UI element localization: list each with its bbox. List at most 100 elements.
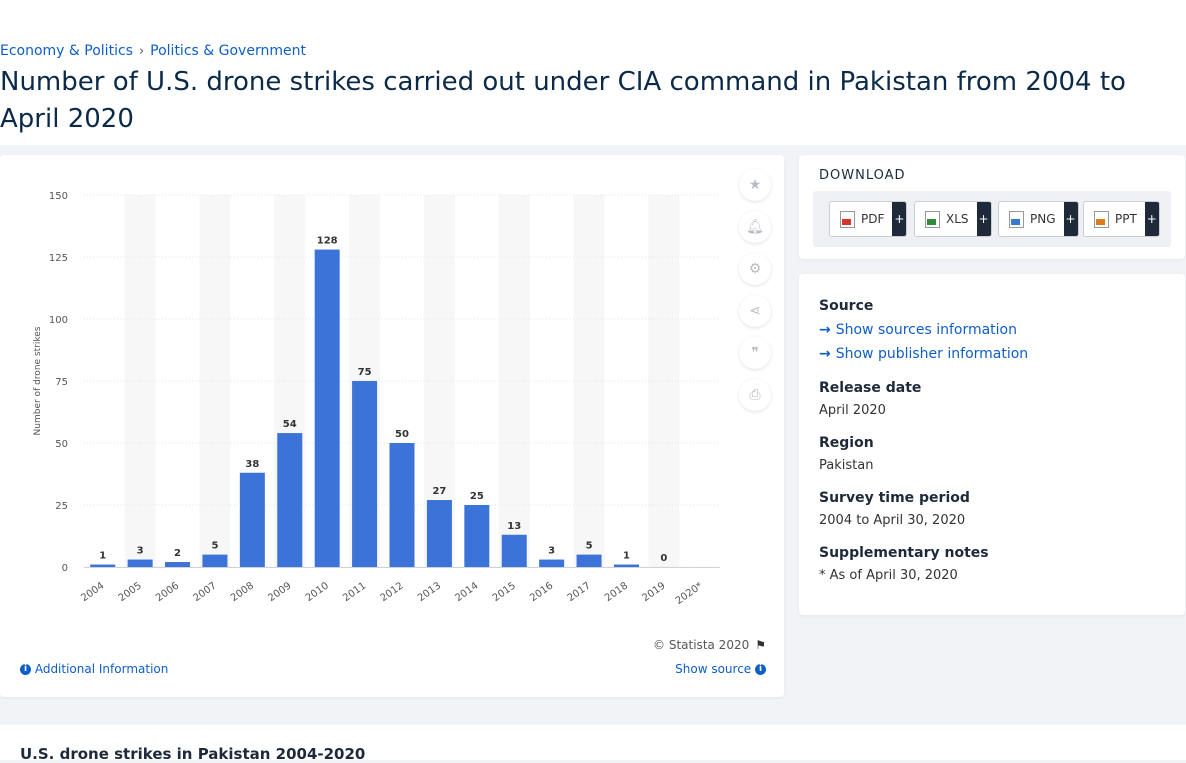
download-pdf-label: PDF xyxy=(861,212,885,226)
pdf-file-icon xyxy=(840,210,855,228)
show-publisher-link[interactable]: → Show publisher information xyxy=(819,346,1028,362)
release-date-heading: Release date xyxy=(819,380,922,396)
column-shade xyxy=(573,195,605,567)
xls-file-icon xyxy=(925,210,940,228)
bar xyxy=(539,559,565,567)
data-label: 5 xyxy=(586,541,593,552)
share-icon: ⋖ xyxy=(749,303,761,319)
download-xls-label: XLS xyxy=(946,212,969,226)
arrow-right-icon: → xyxy=(819,322,831,338)
favorite-button[interactable]: ★ xyxy=(739,169,771,201)
y-axis-label: Number of drone strikes xyxy=(33,326,43,435)
share-button[interactable]: ⋖ xyxy=(739,295,771,327)
survey-period-heading: Survey time period xyxy=(819,490,970,506)
download-bar: PDF + XLS + PNG + PPT + xyxy=(813,191,1171,247)
data-label: 128 xyxy=(317,236,338,247)
data-label: 50 xyxy=(395,429,409,440)
breadcrumb-item-economy[interactable]: Economy & Politics xyxy=(0,43,133,59)
x-tick-label: 2007 xyxy=(192,580,219,604)
region-value: Pakistan xyxy=(819,458,874,473)
info-icon: i xyxy=(20,664,31,675)
related-section: U.S. drone strikes in Pakistan 2004-2020 xyxy=(0,725,1186,763)
data-label: 38 xyxy=(245,459,259,470)
bar xyxy=(464,505,490,567)
x-tick-label: 2006 xyxy=(154,580,181,604)
bar xyxy=(501,534,527,567)
x-tick-label: 2008 xyxy=(229,580,256,604)
cite-button[interactable]: ❞ xyxy=(739,337,771,369)
download-ppt-label: PPT xyxy=(1115,212,1137,226)
bar xyxy=(389,443,415,567)
flag-icon[interactable]: ⚑ xyxy=(755,638,766,652)
show-source-link[interactable]: Show source i xyxy=(675,662,766,676)
plus-icon: + xyxy=(976,202,991,236)
column-shade xyxy=(498,195,530,567)
print-icon: ⎙ xyxy=(749,387,761,403)
settings-button[interactable]: ⚙ xyxy=(739,253,771,285)
data-label: 27 xyxy=(432,486,446,497)
additional-info-label: Additional Information xyxy=(34,662,169,676)
gear-icon: ⚙ xyxy=(748,261,762,277)
print-button[interactable]: ⎙ xyxy=(739,379,771,411)
x-tick-label: 2005 xyxy=(117,580,144,604)
x-tick-label: 2014 xyxy=(453,580,480,604)
data-label: 25 xyxy=(470,491,484,502)
x-tick-label: 2004 xyxy=(79,580,106,604)
y-tick-label: 50 xyxy=(55,439,68,450)
x-tick-label: 2010 xyxy=(304,580,331,604)
y-tick-label: 75 xyxy=(55,377,68,388)
data-label: 0 xyxy=(660,553,667,564)
x-tick-label: 2009 xyxy=(266,580,293,604)
x-tick-label: 2013 xyxy=(416,580,443,604)
x-tick-label: 2016 xyxy=(528,580,555,604)
additional-info-link[interactable]: i Additional Information xyxy=(20,662,168,676)
ppt-file-icon xyxy=(1094,210,1109,228)
bar xyxy=(127,559,153,567)
quote-icon: ❞ xyxy=(751,345,759,361)
data-label: 5 xyxy=(211,541,218,552)
header-area: Economy & Politics › Politics & Government… xyxy=(0,0,1186,145)
release-date-value: April 2020 xyxy=(819,403,886,418)
y-tick-label: 0 xyxy=(62,563,68,574)
supplementary-notes-value: * As of April 30, 2020 xyxy=(819,568,958,583)
region-heading: Region xyxy=(819,435,874,451)
source-heading: Source xyxy=(819,298,874,314)
breadcrumb-separator: › xyxy=(138,43,145,59)
chart-card: 0 25 50 75 100 125 150 1 2004 3 2005 2 2006 5 2007 38 20… xyxy=(0,155,784,697)
related-title: U.S. drone strikes in Pakistan 2004-2020 xyxy=(20,745,366,763)
download-pdf-button[interactable]: PDF + xyxy=(829,201,908,237)
download-xls-button[interactable]: XLS + xyxy=(914,201,992,237)
data-label: 1 xyxy=(623,551,630,562)
chart-tools: ★ 🔔︎ ⚙ ⋖ ❞ ⎙ xyxy=(739,169,771,421)
x-tick-label: 2018 xyxy=(603,580,630,604)
y-tick-label: 25 xyxy=(55,501,68,512)
bar xyxy=(165,562,191,567)
x-tick-label: 2020* xyxy=(674,580,705,606)
y-tick-label: 125 xyxy=(49,253,68,264)
notify-button[interactable]: 🔔︎ xyxy=(739,211,771,243)
copyright: © Statista 2020 ⚑ xyxy=(653,638,766,652)
show-publisher-label: Show publisher information xyxy=(835,346,1029,362)
bar xyxy=(277,433,303,567)
download-ppt-button[interactable]: PPT + xyxy=(1083,201,1160,237)
plus-icon: + xyxy=(892,202,907,236)
download-title: DOWNLOAD xyxy=(819,168,906,183)
download-card: DOWNLOAD PDF + XLS + PNG + PPT + xyxy=(799,155,1185,259)
x-tick-label: 2017 xyxy=(566,580,593,604)
plus-icon: + xyxy=(1144,202,1159,236)
x-tick-label: 2011 xyxy=(341,580,368,604)
bar-chart: 0255075100125150120043200522006520073820… xyxy=(33,191,720,607)
show-sources-link[interactable]: → Show sources information xyxy=(819,322,1017,338)
bar xyxy=(239,472,265,567)
png-file-icon xyxy=(1009,210,1024,228)
page-title: Number of U.S. drone strikes carried out… xyxy=(0,67,1126,134)
y-tick-label: 150 xyxy=(49,191,68,202)
download-png-button[interactable]: PNG + xyxy=(998,201,1079,237)
download-png-label: PNG xyxy=(1030,212,1056,226)
show-source-label: Show source xyxy=(675,662,752,676)
bar xyxy=(576,554,602,567)
star-icon: ★ xyxy=(748,177,762,193)
breadcrumb-item-politics[interactable]: Politics & Government xyxy=(150,43,306,59)
copyright-text: © Statista 2020 xyxy=(653,638,750,652)
data-label: 1 xyxy=(99,551,106,562)
